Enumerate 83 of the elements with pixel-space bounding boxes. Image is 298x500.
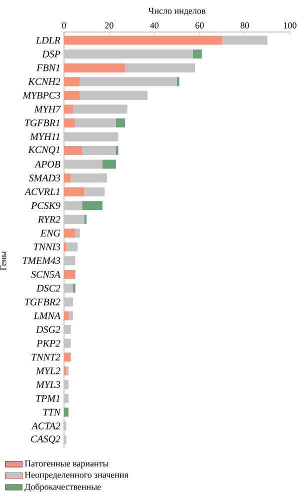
y-tick-label: TNNI3 xyxy=(34,244,60,250)
y-tick-label: MYL3 xyxy=(36,381,60,388)
bar xyxy=(64,77,80,86)
bar xyxy=(64,160,102,169)
bar xyxy=(64,146,82,155)
y-tick-label: ACVRL1 xyxy=(24,188,60,196)
bar xyxy=(222,36,268,45)
bar xyxy=(64,256,76,266)
bar xyxy=(75,228,80,238)
y-tick-label: TGFBR2 xyxy=(25,298,60,306)
bar xyxy=(64,90,80,100)
y-tick-label: CASQ2 xyxy=(31,436,60,444)
bar xyxy=(66,242,78,252)
bar xyxy=(116,118,126,128)
x-tick-label: 20 xyxy=(105,22,114,28)
bar xyxy=(64,201,82,210)
y-tick-label: DSP xyxy=(42,50,60,58)
bar xyxy=(64,311,69,320)
bar xyxy=(70,174,107,183)
bar xyxy=(64,352,71,362)
y-tick-label: TPM1 xyxy=(36,395,60,402)
y-tick-label: MYH11 xyxy=(30,133,60,140)
legend-label: Неопределенного значения xyxy=(24,472,128,480)
bar xyxy=(64,174,71,183)
bar xyxy=(64,270,76,279)
x-axis-title: Число инделов xyxy=(148,8,206,16)
bar xyxy=(64,338,71,348)
x-tick-label: 100 xyxy=(284,22,296,28)
y-tick-label: SCN5A xyxy=(31,271,61,278)
bar xyxy=(64,297,74,306)
y-tick-label: PKP2 xyxy=(36,340,60,347)
y-tick-label: ACTA2 xyxy=(31,422,60,430)
bar xyxy=(64,394,69,403)
legend-label: Доброкачественные xyxy=(24,483,101,492)
bar xyxy=(102,160,116,169)
y-tick-label: KCNH2 xyxy=(28,78,60,85)
bar xyxy=(64,325,71,334)
bar xyxy=(64,50,193,59)
y-tick-label: MYBPC3 xyxy=(22,92,60,99)
bar xyxy=(64,36,222,45)
bar xyxy=(75,118,116,128)
y-tick-label: LMNA xyxy=(34,312,61,320)
bar xyxy=(64,284,74,293)
x-tick-label: 60 xyxy=(195,22,204,28)
bar xyxy=(64,132,118,142)
y-tick-label: TMEM43 xyxy=(22,257,60,264)
x-tick-label: 0 xyxy=(62,22,66,28)
y-tick-label: TGFBR1 xyxy=(25,120,60,126)
bar xyxy=(80,77,177,86)
legend-label: Патогенные варианты xyxy=(24,460,109,468)
y-tick-label: TTN xyxy=(43,408,61,416)
bar xyxy=(82,146,116,155)
x-tick-label: 40 xyxy=(150,22,159,28)
y-tick-label: FBN1 xyxy=(36,64,60,72)
bar xyxy=(64,187,84,196)
y-tick-label: KCNQ1 xyxy=(28,146,60,155)
y-axis-title: Гены xyxy=(0,251,6,270)
y-tick-label: DSG2 xyxy=(36,326,60,333)
y-tick-label: MYL2 xyxy=(36,368,60,374)
bar xyxy=(73,104,128,114)
y-tick-label: RYR2 xyxy=(38,216,60,223)
bar xyxy=(192,50,202,59)
y-tick-label: LDLR xyxy=(36,36,60,44)
bar xyxy=(82,201,102,210)
x-tick-label: 80 xyxy=(240,22,249,28)
y-tick-label: SMAD3 xyxy=(28,174,60,182)
y-tick-label: DSC2 xyxy=(36,284,60,292)
bar xyxy=(64,104,74,114)
bar xyxy=(80,90,148,100)
bar xyxy=(68,311,74,320)
bar xyxy=(64,118,76,128)
bar xyxy=(64,214,84,224)
y-tick-label: ENG xyxy=(40,230,60,236)
y-tick-label: PCSK9 xyxy=(30,202,60,209)
bar xyxy=(64,63,126,72)
y-tick-label: MYH7 xyxy=(34,106,61,112)
bar xyxy=(64,408,69,417)
bar xyxy=(84,187,105,196)
y-tick-label: APOB xyxy=(34,160,60,168)
y-tick-label: TNNT2 xyxy=(32,354,60,360)
bar xyxy=(125,63,196,72)
bar xyxy=(64,380,69,390)
bar xyxy=(64,228,76,238)
